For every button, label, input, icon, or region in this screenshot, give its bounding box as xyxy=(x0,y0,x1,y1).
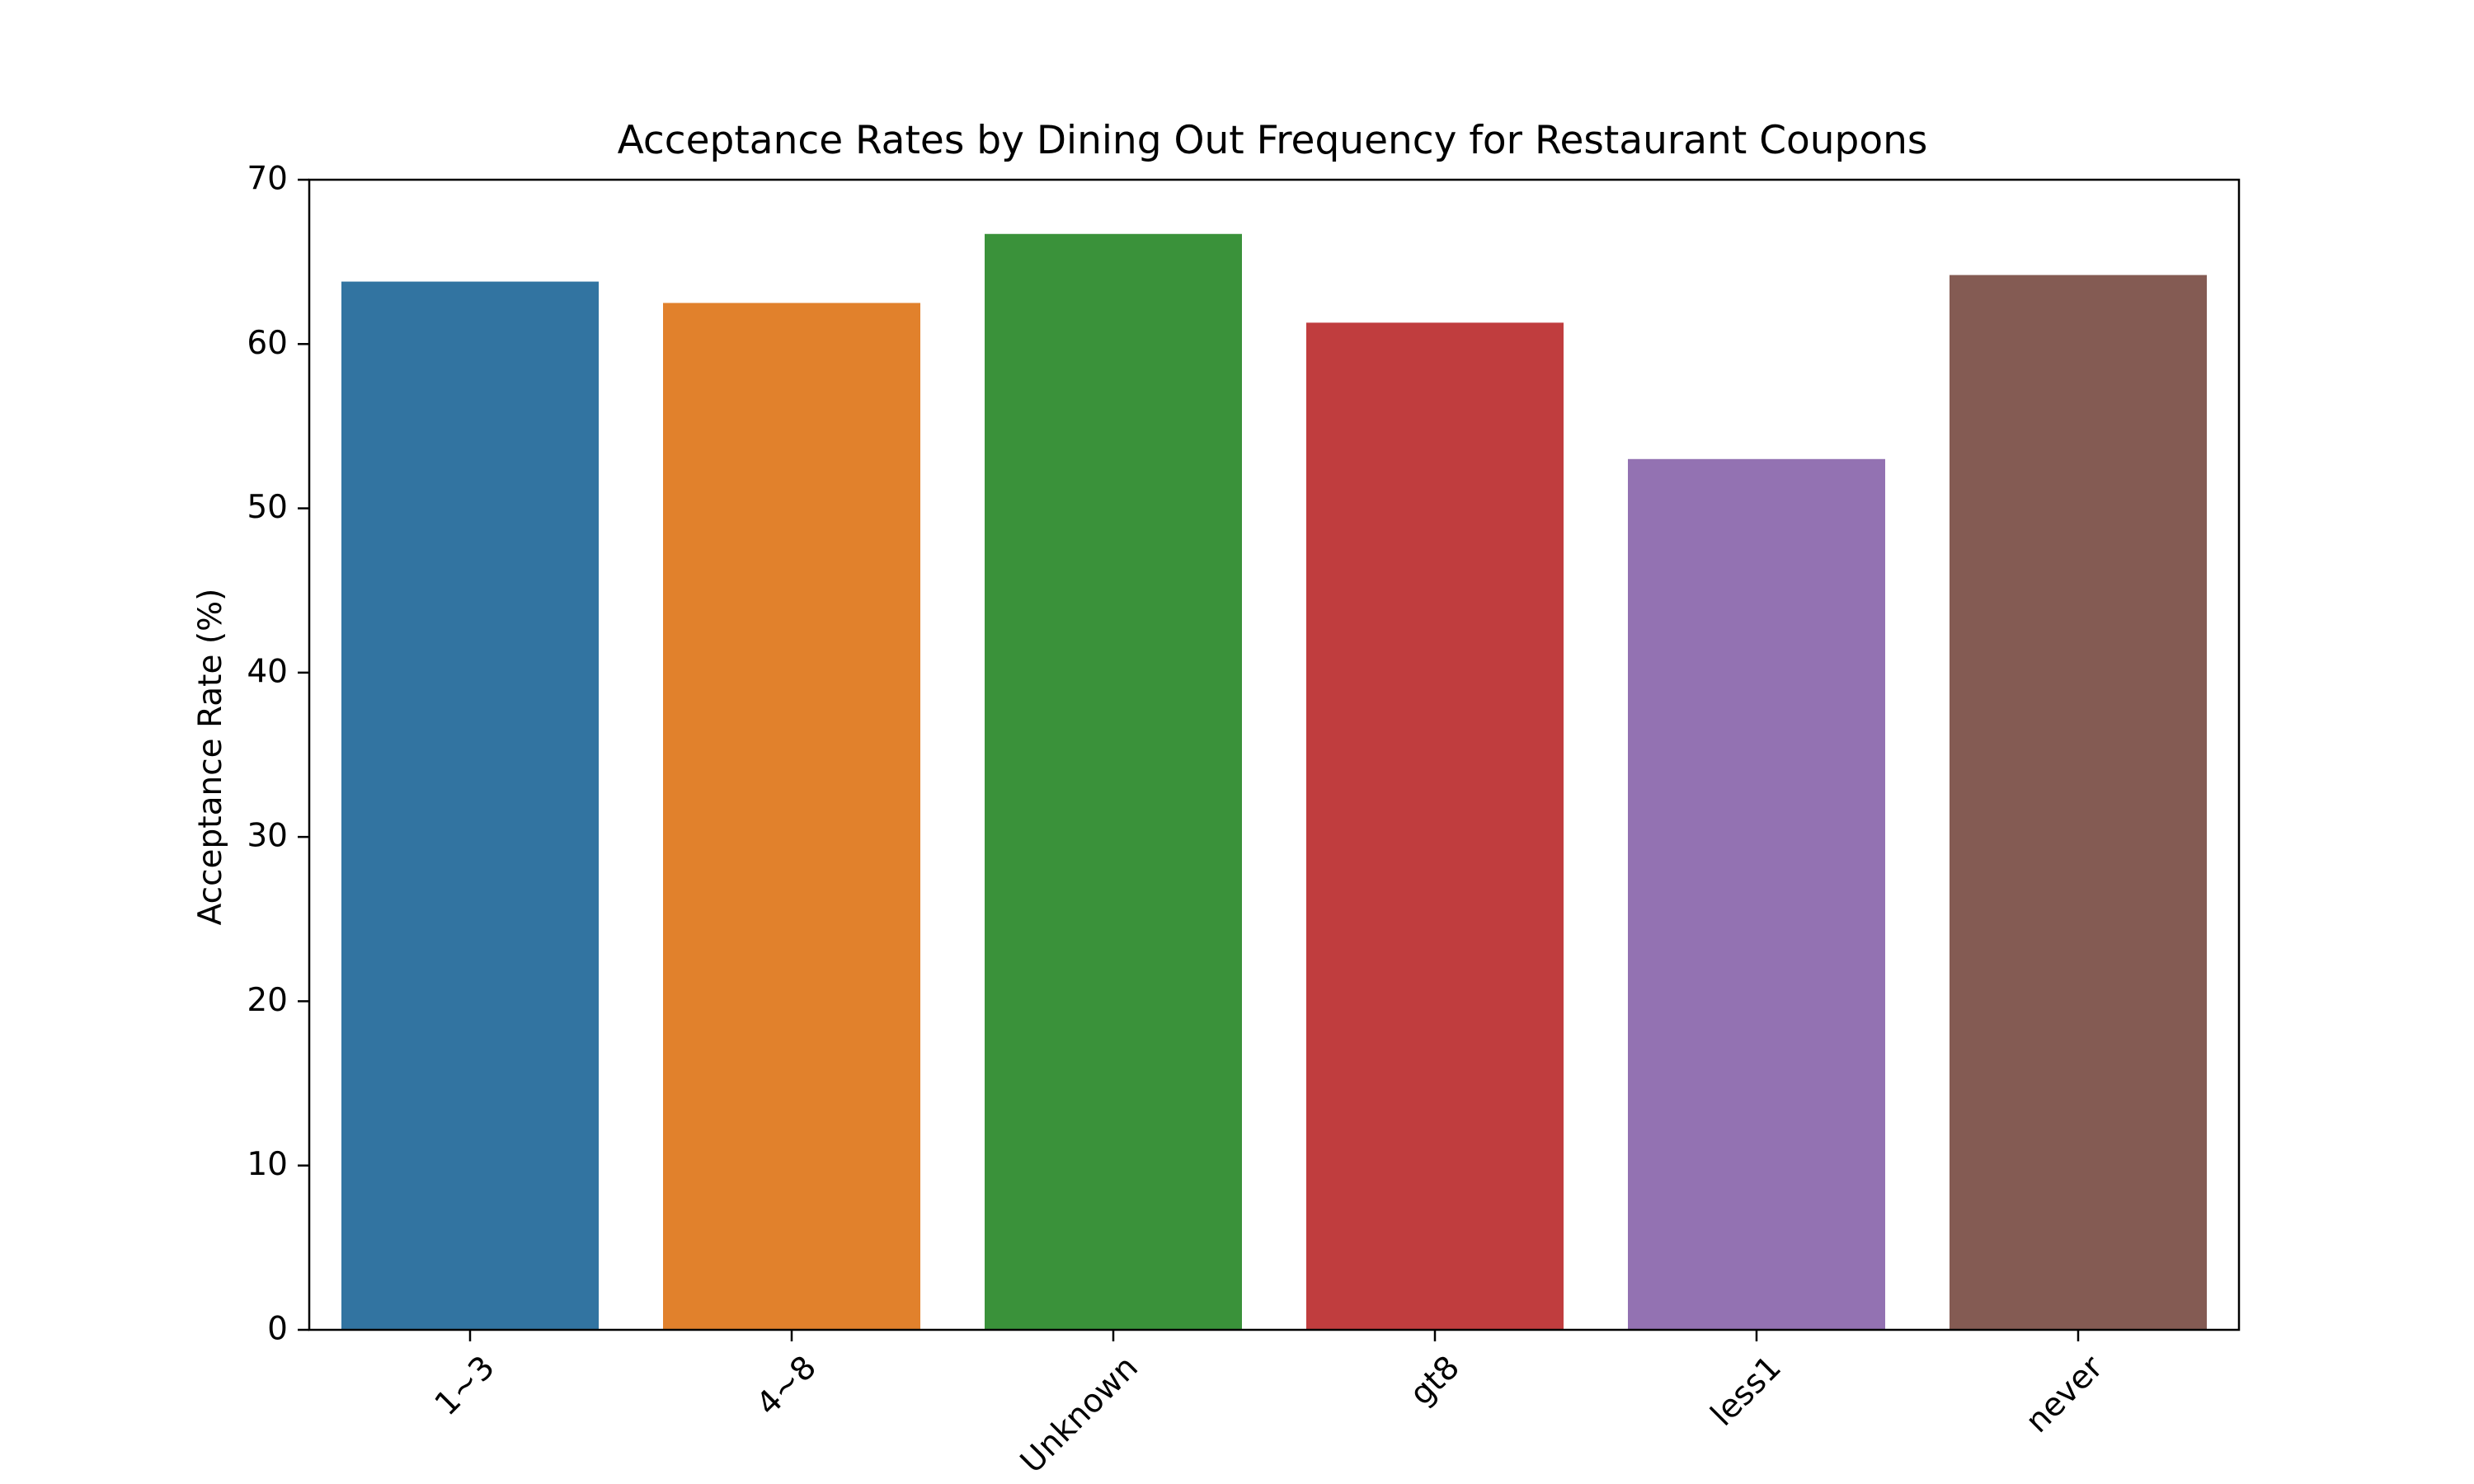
bar-5 xyxy=(1950,275,2207,1331)
bar-4 xyxy=(1628,458,1885,1330)
y-tick-label-5: 50 xyxy=(247,489,288,526)
y-axis-label: Acceptance Rate (%) xyxy=(192,589,229,926)
bars-group xyxy=(341,233,2207,1331)
y-axis-ticks: 0 10 20 30 40 50 60 70 xyxy=(247,161,309,1348)
plot-frame xyxy=(308,178,2241,1331)
y-tick-label-3: 30 xyxy=(247,818,288,855)
bar-2 xyxy=(985,233,1242,1330)
y-tick-label-2: 20 xyxy=(247,982,288,1019)
y-tick-label-0: 0 xyxy=(267,1311,288,1348)
chart-title: Acceptance Rates by Dining Out Frequency… xyxy=(618,118,1928,163)
y-tick-label-7: 70 xyxy=(247,161,288,198)
bar-0 xyxy=(341,281,599,1330)
bar-3 xyxy=(1306,322,1564,1330)
bar-1 xyxy=(663,303,920,1331)
y-tick-label-6: 60 xyxy=(247,325,288,362)
y-tick-label-4: 40 xyxy=(247,653,288,690)
y-tick-label-1: 10 xyxy=(247,1146,288,1183)
